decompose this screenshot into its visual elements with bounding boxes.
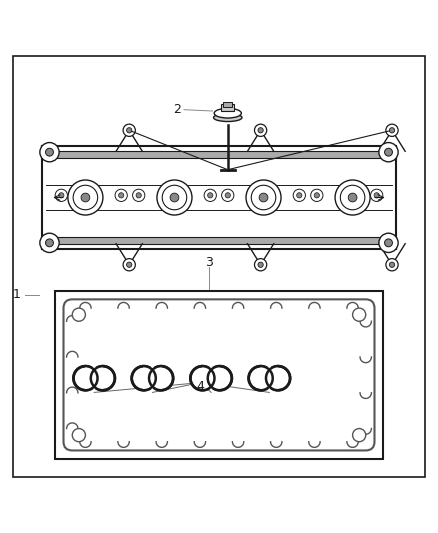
Circle shape xyxy=(91,366,115,390)
Circle shape xyxy=(72,308,85,321)
Circle shape xyxy=(311,189,323,201)
Bar xyxy=(223,102,232,107)
Circle shape xyxy=(170,193,179,202)
Circle shape xyxy=(123,259,135,271)
Circle shape xyxy=(136,193,141,198)
Circle shape xyxy=(191,366,215,390)
Bar xyxy=(42,237,396,244)
Circle shape xyxy=(74,366,98,390)
Text: 4: 4 xyxy=(197,381,205,393)
Circle shape xyxy=(55,189,67,201)
Circle shape xyxy=(379,142,398,162)
Text: 2: 2 xyxy=(173,103,181,116)
Text: 1: 1 xyxy=(13,288,21,302)
Circle shape xyxy=(256,193,272,209)
Ellipse shape xyxy=(214,108,241,118)
Circle shape xyxy=(149,366,173,390)
Circle shape xyxy=(132,366,156,390)
Circle shape xyxy=(73,185,98,210)
Circle shape xyxy=(119,193,124,198)
Circle shape xyxy=(246,180,281,215)
Circle shape xyxy=(225,193,230,198)
Bar xyxy=(202,367,220,389)
Circle shape xyxy=(133,189,145,201)
Bar xyxy=(42,151,396,158)
Circle shape xyxy=(40,142,59,162)
Circle shape xyxy=(222,189,234,201)
Circle shape xyxy=(166,193,182,209)
Circle shape xyxy=(254,124,267,136)
Circle shape xyxy=(59,193,64,198)
Circle shape xyxy=(46,239,53,247)
Circle shape xyxy=(72,429,85,442)
Circle shape xyxy=(385,148,392,156)
Circle shape xyxy=(258,262,263,268)
Bar xyxy=(260,367,279,389)
Circle shape xyxy=(40,233,59,253)
Circle shape xyxy=(293,189,305,201)
Circle shape xyxy=(162,185,187,210)
Circle shape xyxy=(208,366,232,390)
Circle shape xyxy=(204,189,216,201)
Bar xyxy=(42,146,396,249)
Circle shape xyxy=(386,124,398,136)
Circle shape xyxy=(127,128,132,133)
FancyBboxPatch shape xyxy=(64,300,374,450)
Circle shape xyxy=(353,308,366,321)
Circle shape xyxy=(258,128,263,133)
Circle shape xyxy=(78,193,93,209)
Circle shape xyxy=(68,180,103,215)
Circle shape xyxy=(345,193,360,209)
Bar xyxy=(221,104,234,111)
Circle shape xyxy=(371,189,383,201)
Circle shape xyxy=(127,262,132,268)
Circle shape xyxy=(123,124,135,136)
Circle shape xyxy=(353,429,366,442)
Circle shape xyxy=(379,233,398,253)
Ellipse shape xyxy=(214,114,242,122)
Circle shape xyxy=(314,193,319,198)
Circle shape xyxy=(374,193,379,198)
Text: 3: 3 xyxy=(205,256,213,270)
Circle shape xyxy=(81,193,90,202)
Circle shape xyxy=(297,193,302,198)
Circle shape xyxy=(254,259,267,271)
Circle shape xyxy=(335,180,370,215)
Circle shape xyxy=(249,366,273,390)
Bar xyxy=(143,367,162,389)
Bar xyxy=(85,367,103,389)
Circle shape xyxy=(386,259,398,271)
Circle shape xyxy=(46,148,53,156)
Circle shape xyxy=(259,193,268,202)
Circle shape xyxy=(340,185,365,210)
Circle shape xyxy=(266,366,290,390)
Circle shape xyxy=(157,180,192,215)
Circle shape xyxy=(389,128,395,133)
Circle shape xyxy=(385,239,392,247)
Circle shape xyxy=(348,193,357,202)
Circle shape xyxy=(208,193,213,198)
Bar xyxy=(55,290,383,459)
Circle shape xyxy=(389,262,395,268)
Circle shape xyxy=(115,189,127,201)
Circle shape xyxy=(251,185,276,210)
